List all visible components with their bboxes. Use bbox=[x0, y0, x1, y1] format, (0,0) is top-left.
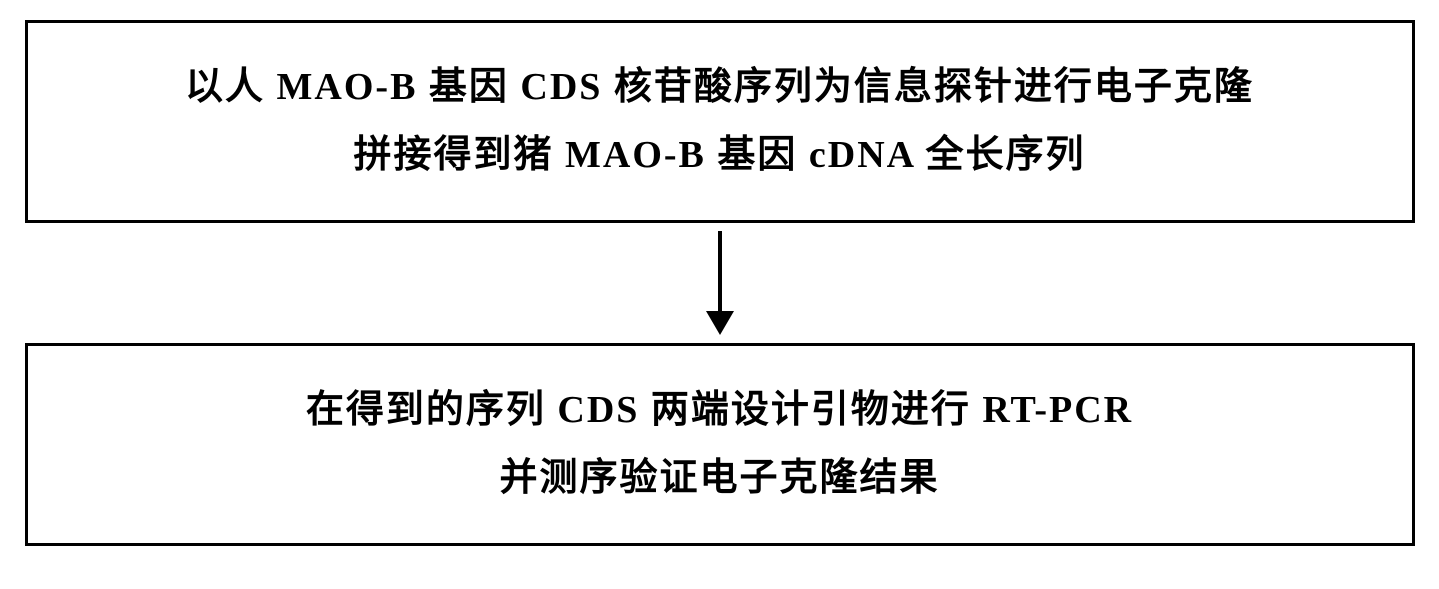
box2-line1: 在得到的序列 CDS 两端设计引物进行 RT-PCR bbox=[48, 376, 1392, 444]
arrow-shaft bbox=[718, 231, 722, 311]
arrow-down bbox=[706, 223, 734, 343]
flowchart-box-1: 以人 MAO-B 基因 CDS 核苷酸序列为信息探针进行电子克隆 拼接得到猪 M… bbox=[25, 20, 1415, 223]
arrow-head-icon bbox=[706, 311, 734, 335]
box1-line2: 拼接得到猪 MAO-B 基因 cDNA 全长序列 bbox=[48, 121, 1392, 189]
flowchart-box-2: 在得到的序列 CDS 两端设计引物进行 RT-PCR 并测序验证电子克隆结果 bbox=[25, 343, 1415, 546]
box1-line1: 以人 MAO-B 基因 CDS 核苷酸序列为信息探针进行电子克隆 bbox=[48, 53, 1392, 121]
box2-line2: 并测序验证电子克隆结果 bbox=[48, 444, 1392, 512]
